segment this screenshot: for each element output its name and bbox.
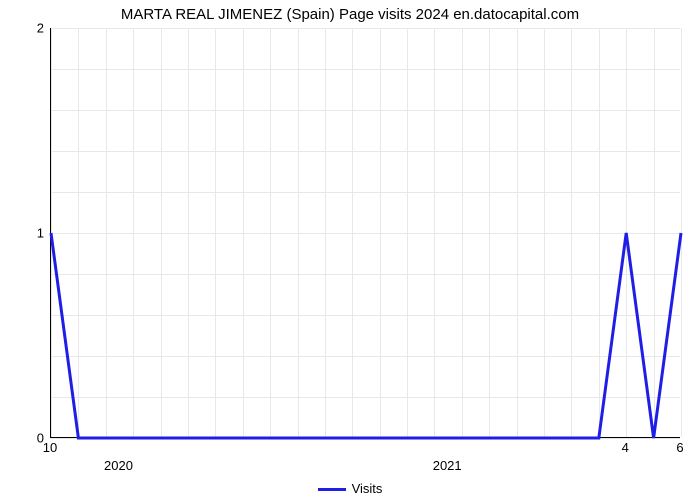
legend-label: Visits xyxy=(352,481,383,496)
chart-title: MARTA REAL JIMENEZ (Spain) Page visits 2… xyxy=(0,6,700,23)
y-tick-label: 2 xyxy=(4,21,44,36)
legend: Visits xyxy=(0,481,700,496)
x-year-label: 2021 xyxy=(433,458,462,473)
plot-area xyxy=(50,28,680,438)
x-tick-label: 4 xyxy=(622,440,629,455)
legend-swatch xyxy=(318,488,346,491)
x-year-label: 2020 xyxy=(104,458,133,473)
y-tick-label: 0 xyxy=(4,431,44,446)
chart-container: MARTA REAL JIMENEZ (Spain) Page visits 2… xyxy=(0,0,700,500)
x-tick-label: 10 xyxy=(43,440,57,455)
y-tick-label: 1 xyxy=(4,226,44,241)
x-tick-label: 6 xyxy=(676,440,683,455)
grid-vertical xyxy=(681,28,682,437)
line-series xyxy=(51,28,680,437)
